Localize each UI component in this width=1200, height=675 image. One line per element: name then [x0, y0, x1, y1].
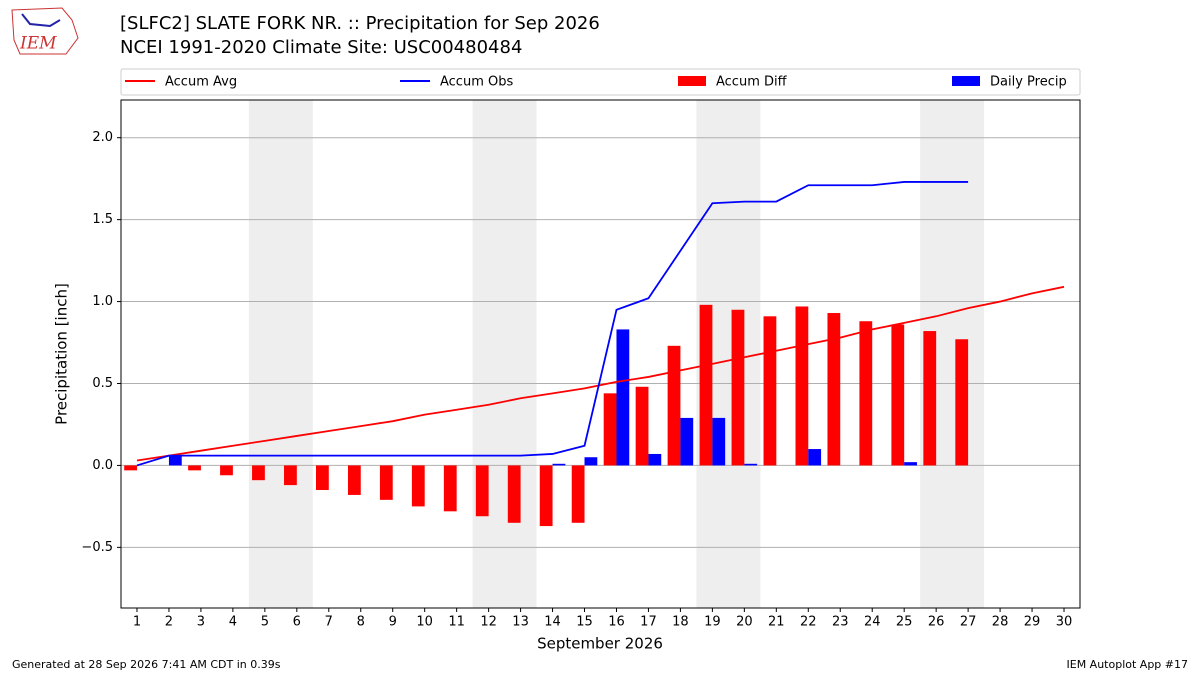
bar: [603, 393, 617, 466]
x-tick-label: 28: [992, 615, 1009, 630]
x-tick-label: 7: [325, 615, 333, 630]
x-tick-label: 12: [480, 615, 497, 630]
bar: [904, 462, 917, 466]
x-tick-label: 29: [1024, 615, 1041, 630]
bar: [507, 465, 521, 523]
legend-swatch: [952, 76, 980, 86]
weekend-shade: [248, 100, 313, 608]
x-tick-label: 5: [261, 615, 269, 630]
x-tick-label: 18: [672, 615, 689, 630]
bar: [475, 465, 489, 517]
bar: [699, 304, 713, 466]
y-tick-label: 2.0: [92, 130, 113, 145]
bar: [168, 455, 182, 466]
legend-label: Daily Precip: [990, 75, 1067, 90]
legend-label: Accum Obs: [440, 75, 513, 90]
x-tick-label: 6: [293, 615, 301, 630]
plot-frame: [120, 99, 1081, 609]
bar: [827, 313, 841, 466]
footer-right: IEM Autoplot App #17: [1067, 658, 1189, 671]
x-tick-label: 21: [768, 615, 785, 630]
x-tick-label: 13: [512, 615, 529, 630]
bar: [859, 321, 873, 466]
footer-left: Generated at 28 Sep 2026 7:41 AM CDT in …: [12, 658, 281, 671]
bar: [315, 465, 329, 491]
bar: [443, 465, 457, 512]
logo: IEM: [11, 7, 79, 55]
x-tick-label: 1: [133, 615, 141, 630]
bar: [648, 453, 662, 466]
bar: [795, 306, 809, 466]
x-tick-label: 19: [704, 615, 721, 630]
bar: [763, 316, 777, 466]
y-axis-label: Precipitation [inch]: [53, 283, 71, 425]
y-tick-label: −0.5: [81, 540, 113, 555]
x-tick-label: 11: [448, 615, 465, 630]
bar: [808, 449, 822, 466]
x-tick-label: 9: [389, 615, 397, 630]
bar: [571, 465, 585, 523]
line: [136, 285, 1065, 462]
logo-text: IEM: [19, 34, 57, 54]
x-axis-label: September 2026: [537, 635, 663, 653]
x-tick-label: 27: [960, 615, 977, 630]
bar: [712, 417, 726, 466]
x-tick-label: 14: [544, 615, 561, 630]
bar: [667, 345, 681, 466]
y-tick-label: 1.0: [92, 294, 113, 309]
bar: [635, 386, 649, 466]
x-tick-label: 23: [832, 615, 849, 630]
x-tick-label: 15: [576, 615, 593, 630]
bar: [379, 465, 393, 500]
bar: [411, 465, 425, 507]
line: [136, 181, 969, 467]
bar: [347, 465, 361, 495]
bar: [552, 463, 566, 466]
bar: [616, 329, 630, 466]
weekend-shade: [472, 100, 537, 608]
bar: [220, 465, 233, 476]
bar: [891, 324, 905, 466]
bar: [252, 465, 265, 481]
bar: [124, 465, 137, 471]
legend-label: Accum Avg: [165, 75, 237, 90]
bar: [188, 465, 201, 471]
bar: [284, 465, 297, 486]
x-tick-label: 3: [197, 615, 205, 630]
x-tick-label: 20: [736, 615, 753, 630]
x-tick-label: 2: [165, 615, 173, 630]
bar: [955, 339, 969, 466]
chart-title: [SLFC2] SLATE FORK NR. :: Precipitation …: [120, 13, 600, 34]
legend-label: Accum Diff: [716, 75, 788, 90]
bar: [923, 331, 937, 466]
y-tick-label: 0.0: [92, 458, 113, 473]
bar: [539, 465, 553, 527]
legend-swatch: [678, 76, 706, 86]
y-tick-label: 0.5: [92, 376, 113, 391]
chart-subtitle: NCEI 1991-2020 Climate Site: USC00480484: [120, 37, 522, 58]
legend-box: [120, 68, 1081, 96]
x-tick-label: 16: [608, 615, 625, 630]
bar: [731, 309, 745, 466]
y-tick-label: 1.5: [92, 212, 113, 227]
x-tick-label: 30: [1056, 615, 1073, 630]
bar: [680, 417, 694, 466]
bar: [584, 457, 598, 466]
x-tick-label: 8: [357, 615, 365, 630]
x-tick-label: 26: [928, 615, 945, 630]
x-tick-label: 17: [640, 615, 657, 630]
plot-area: [121, 100, 1080, 608]
bar: [744, 463, 758, 466]
x-tick-label: 22: [800, 615, 817, 630]
x-tick-label: 10: [416, 615, 433, 630]
x-tick-label: 4: [229, 615, 237, 630]
x-tick-label: 24: [864, 615, 881, 630]
x-tick-label: 25: [896, 615, 913, 630]
